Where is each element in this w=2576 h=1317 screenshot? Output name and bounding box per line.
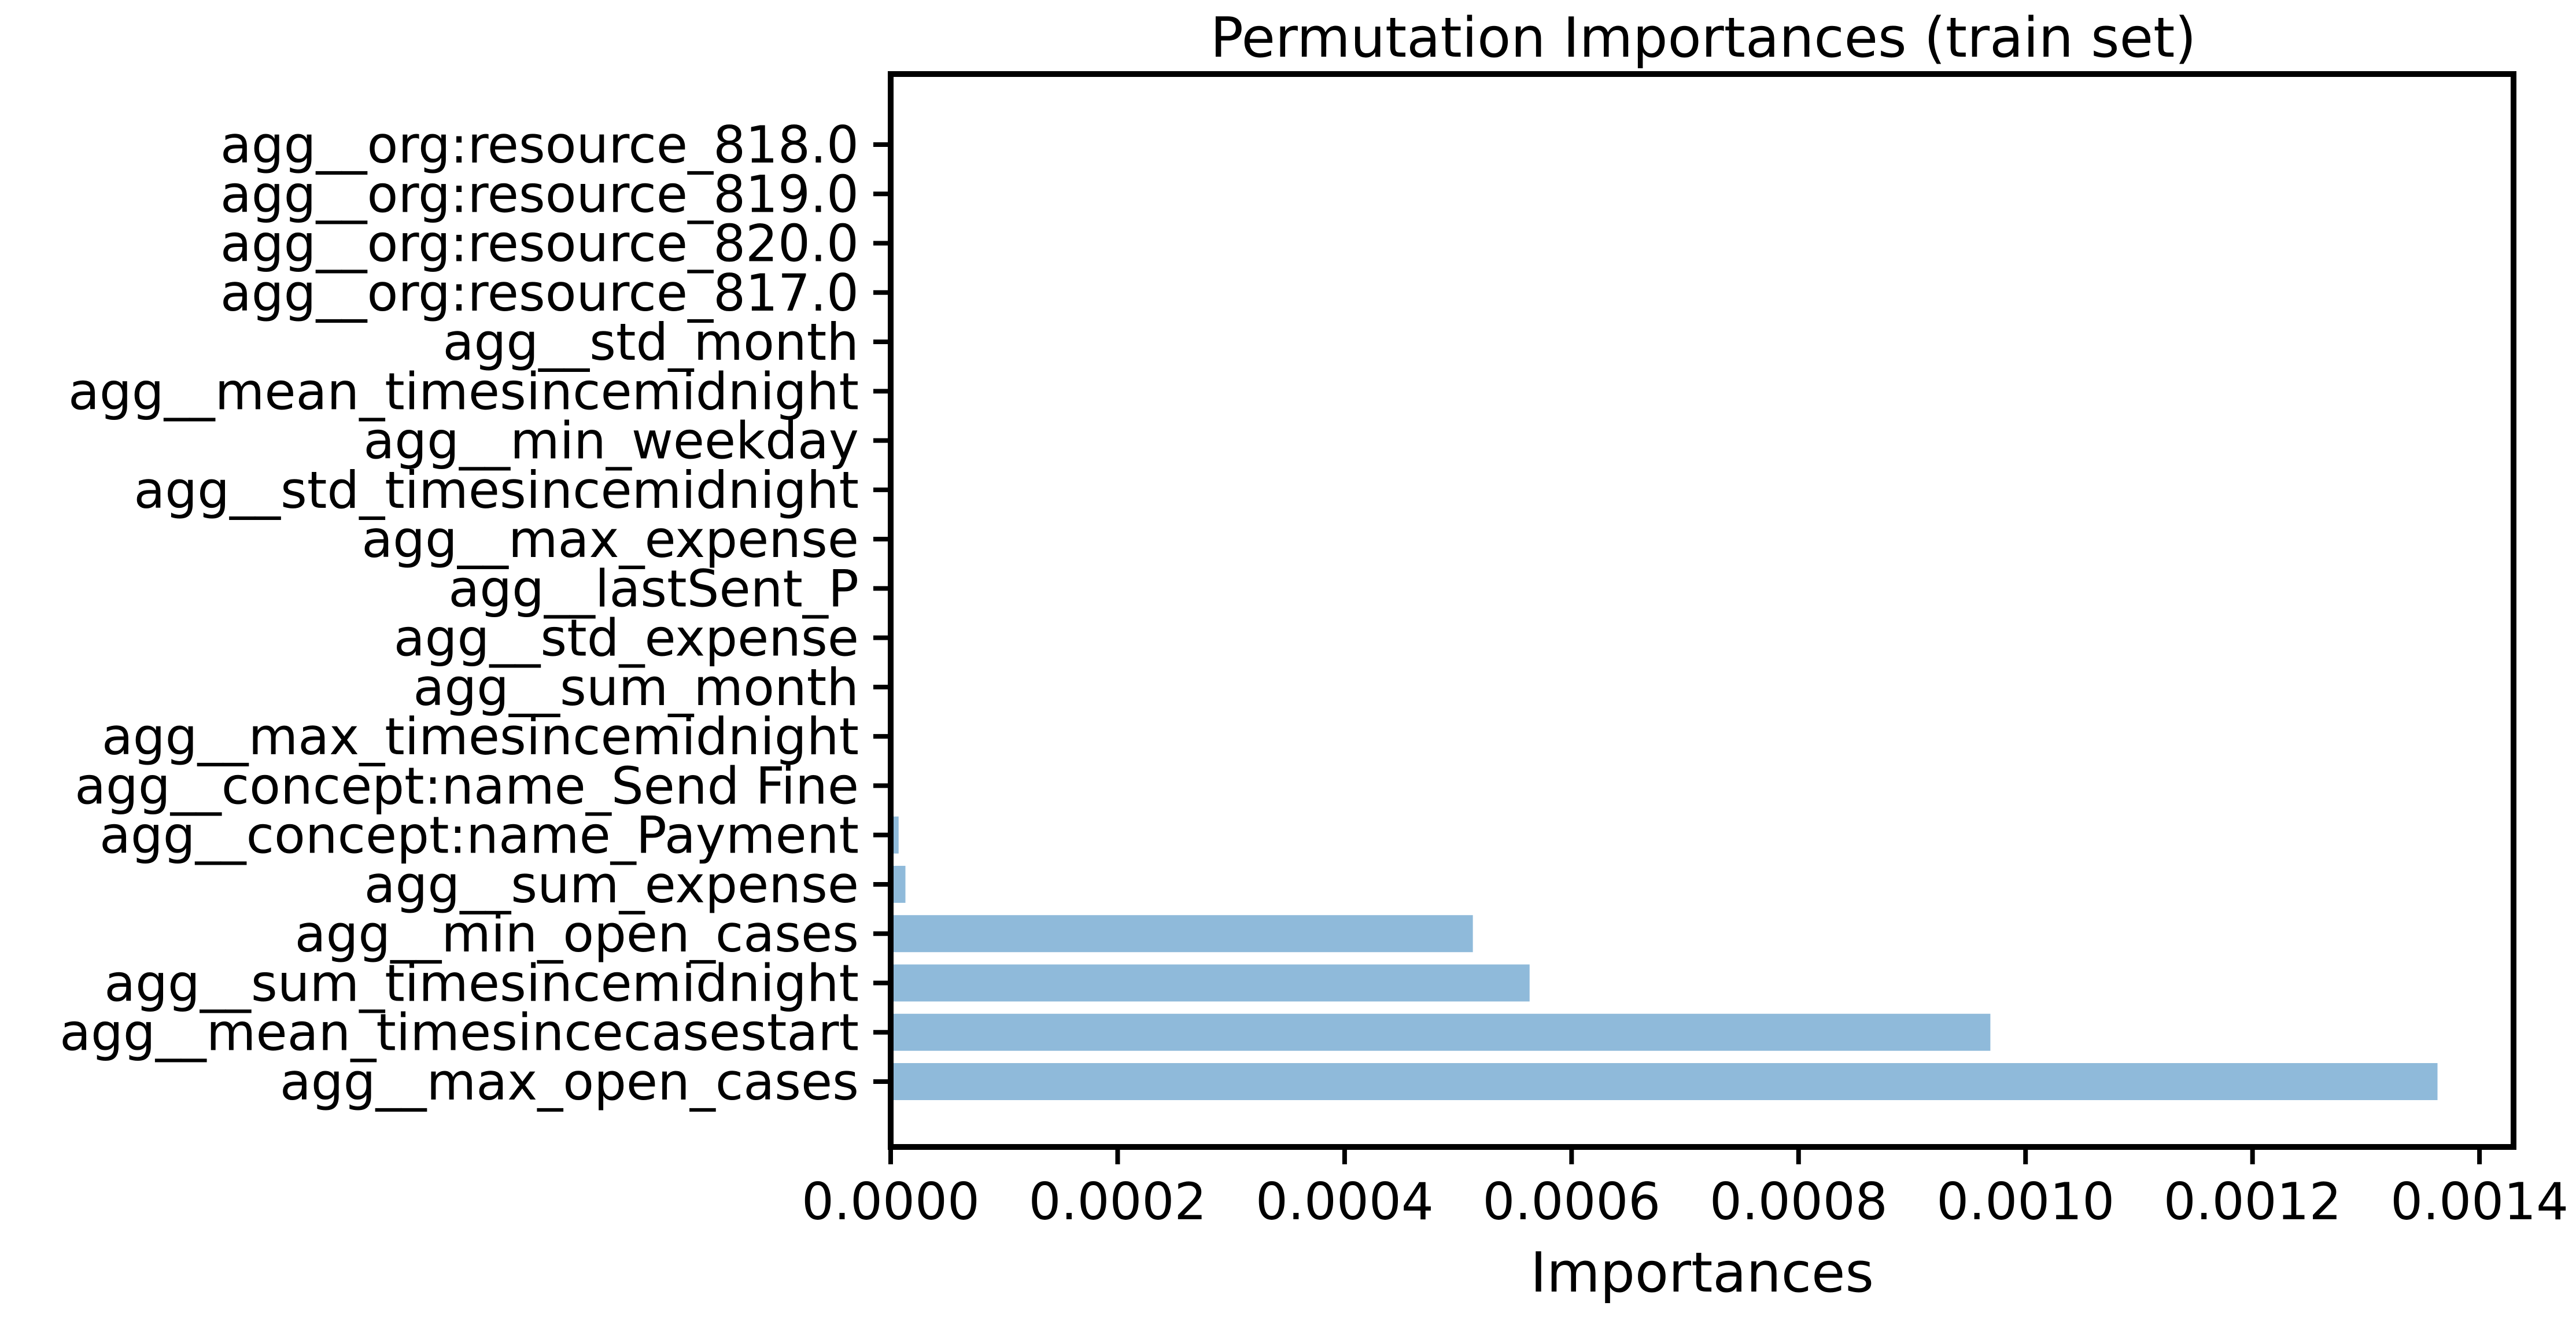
y-ticks-layer: agg__max_open_casesagg__mean_timesinceca… [60, 115, 891, 1112]
y-tick-label: agg__org:resource_820.0 [220, 214, 859, 274]
y-tick-label: agg__std_timesincemidnight [134, 460, 859, 520]
x-tick-label: 0.0000 [802, 1172, 980, 1231]
y-tick-label: agg__org:resource_817.0 [220, 263, 859, 323]
y-tick-label: agg__min_open_cases [295, 904, 859, 964]
x-tick-label: 0.0012 [2164, 1172, 2342, 1231]
chart-title: Permutation Importances (train set) [1211, 6, 2197, 70]
y-tick-label: agg__sum_month [413, 658, 859, 717]
x-tick-label: 0.0014 [2390, 1172, 2568, 1231]
y-tick-label: agg__lastSent_P [448, 559, 859, 618]
y-tick-label: agg__min_weekday [363, 411, 859, 471]
y-tick-label: agg__sum_timesincemidnight [104, 953, 859, 1013]
y-tick-label: agg__std_month [443, 312, 859, 372]
y-tick-label: agg__mean_timesincemidnight [68, 361, 859, 421]
x-tick-label: 0.0004 [1256, 1172, 1434, 1231]
bar [891, 964, 1530, 1002]
y-tick-label: agg__mean_timesincecasestart [60, 1003, 859, 1063]
plot-frame [888, 71, 2516, 1150]
x-tick-label: 0.0006 [1482, 1172, 1660, 1231]
bar [891, 915, 1473, 953]
x-axis-label: Importances [1530, 1241, 1874, 1305]
y-tick-label: agg__concept:name_Send Fine [75, 756, 859, 816]
bar [891, 1013, 1991, 1051]
bar [891, 1063, 2438, 1100]
x-tick-label: 0.0010 [1936, 1172, 2114, 1231]
x-tick-label: 0.0008 [1710, 1172, 1888, 1231]
bars-layer [891, 816, 2438, 1100]
y-tick-label: agg__max_expense [361, 510, 859, 569]
y-tick-label: agg__std_expense [394, 608, 859, 668]
y-tick-label: agg__sum_expense [364, 855, 859, 914]
x-tick-label: 0.0002 [1028, 1172, 1206, 1231]
y-tick-label: agg__org:resource_818.0 [220, 115, 859, 175]
y-tick-label: agg__max_open_cases [280, 1052, 859, 1112]
x-ticks-layer: 0.0000 0.0002 0.0004 0.0006 0.0008 0.0010 0.00… [802, 1147, 2568, 1231]
y-tick-label: agg__max_timesincemidnight [102, 707, 859, 766]
y-tick-label: agg__concept:name_Payment [99, 806, 859, 865]
y-tick-label: agg__org:resource_819.0 [220, 164, 859, 224]
